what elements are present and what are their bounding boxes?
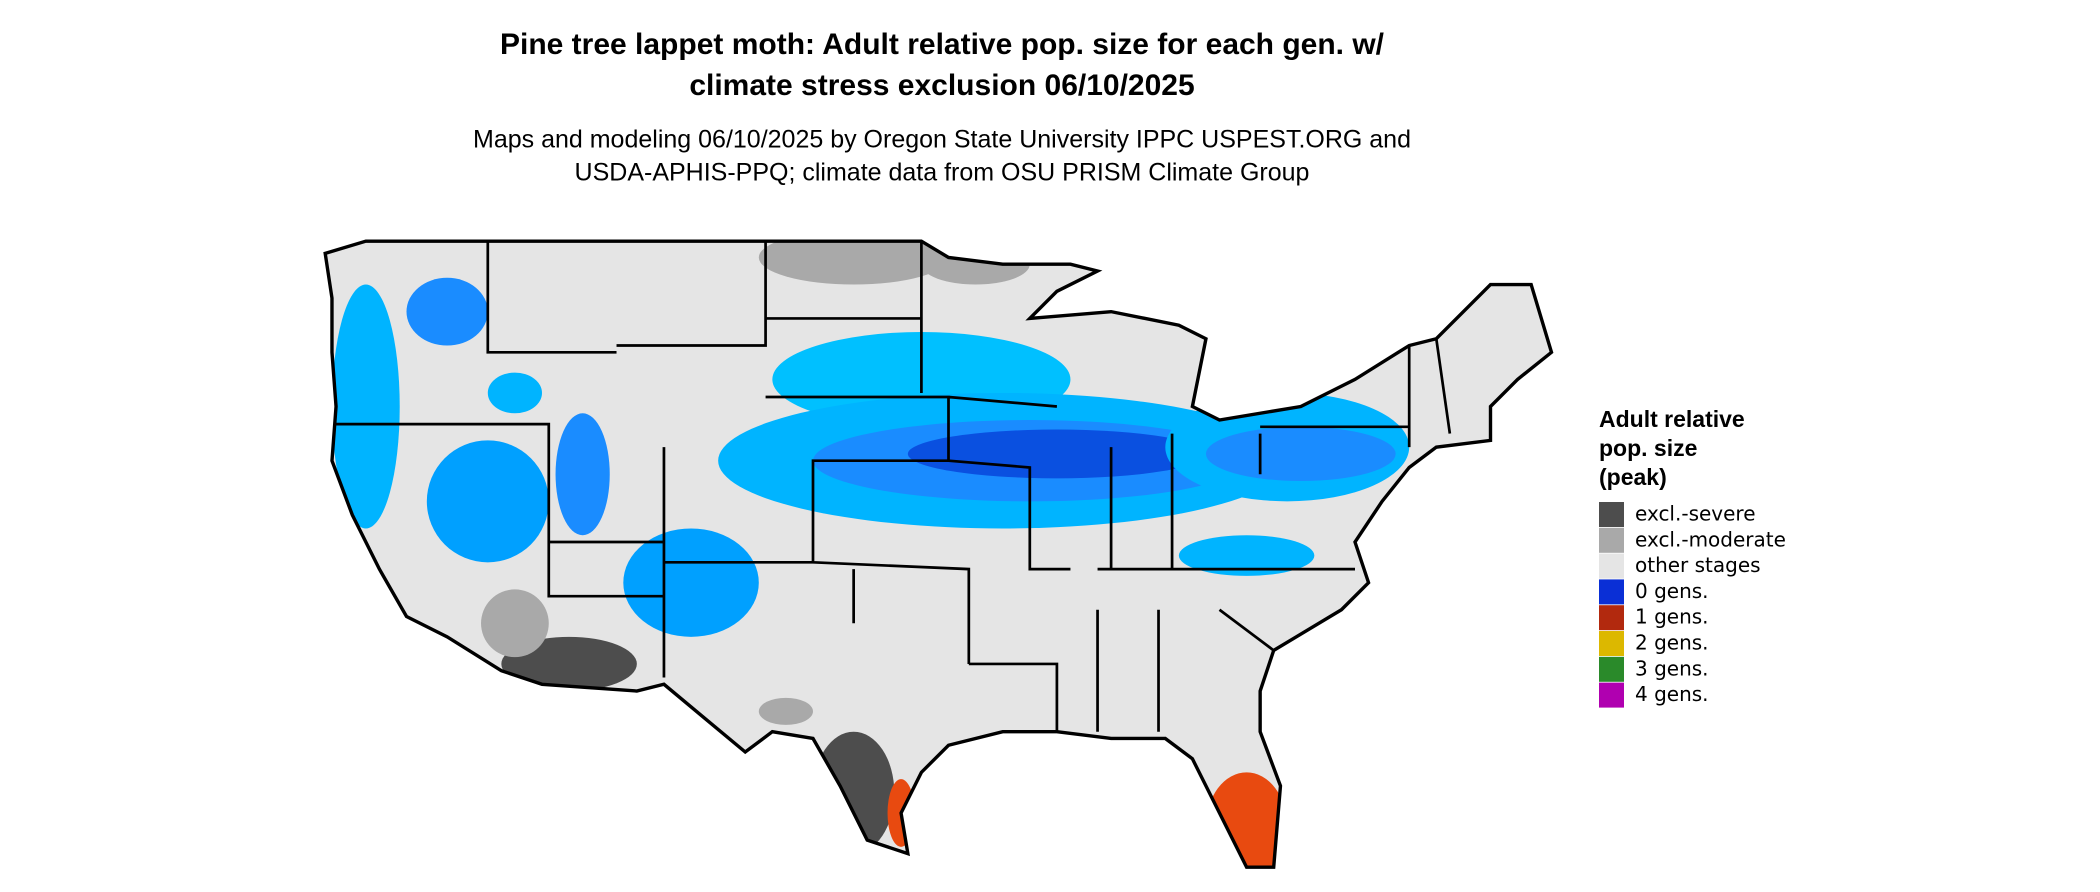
legend-title: (peak): [1599, 464, 1667, 490]
legend-swatch: [1599, 579, 1624, 605]
legend-swatch: [1599, 605, 1624, 631]
legend-swatch: [1599, 656, 1624, 682]
legend-swatch: [1599, 682, 1624, 708]
state-lines: [336, 241, 1452, 732]
legend-label: 4 gens.: [1635, 682, 1709, 706]
legend-swatch: [1599, 631, 1624, 656]
legend-label: 1 gens.: [1635, 605, 1709, 629]
legend-title: Adult relative: [1599, 406, 1745, 432]
legend-label: 2 gens.: [1635, 631, 1709, 655]
legend-swatch: [1599, 553, 1624, 579]
legend-swatch: [1599, 527, 1624, 553]
legend-label: 3 gens.: [1635, 656, 1709, 680]
legend-swatch: [1599, 502, 1624, 527]
map-fill: [325, 241, 1552, 868]
title-line: Pine tree lappet moth: Adult relative po…: [500, 28, 1385, 61]
legend-title: pop. size: [1599, 435, 1697, 461]
subtitle-line: Maps and modeling 06/10/2025 by Oregon S…: [473, 126, 1411, 154]
map: [323, 239, 1554, 869]
legend-label: excl.-severe: [1635, 502, 1756, 526]
legend-label: excl.-moderate: [1635, 527, 1786, 551]
legend-label: 0 gens.: [1635, 579, 1709, 603]
subtitle-line: USDA-APHIS-PPQ; climate data from OSU PR…: [575, 159, 1310, 187]
title-line: climate stress exclusion 06/10/2025: [689, 69, 1194, 102]
legend-label: other stages: [1635, 553, 1761, 577]
